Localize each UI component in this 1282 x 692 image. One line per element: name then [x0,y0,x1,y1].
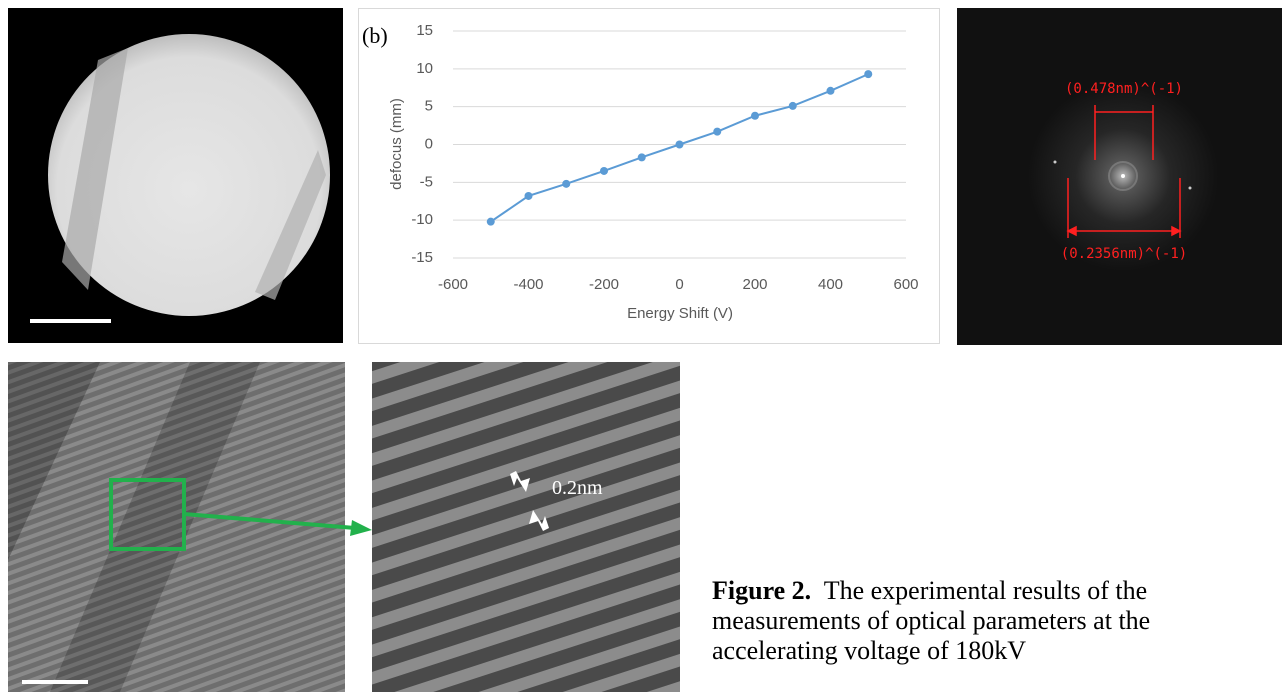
hrtem-image [8,362,345,692]
data-point [486,217,495,226]
x-axis-title: Energy Shift (V) [627,305,733,322]
stripe [255,150,326,300]
arrow-head [350,520,372,536]
x-tick-label: 600 [893,276,918,293]
fft-ring [1108,161,1138,191]
caption: Figure 2. The experimental results of th… [712,576,1272,666]
shade [50,362,260,692]
zoom-arrow [183,512,356,530]
y-tick-label: -10 [411,211,433,228]
shade [8,362,100,560]
data-point [826,86,835,95]
y-tick-label: -15 [411,249,433,266]
x-tick-label: -600 [438,276,468,293]
fft-center [1121,174,1125,178]
fft-label: (0.2356nm)^(-1) [1061,246,1187,262]
x-tick-label: 400 [818,276,843,293]
y-tick-label: 0 [425,135,433,152]
plot: -15 -10 -5 0 5 10 15 -600 -400 -200 0 200 400 600 [411,22,918,293]
chart-frame [358,8,940,344]
y-axis-title: defocus (mm) [388,98,405,190]
x-tick-label: -400 [513,276,543,293]
x-tick-label: -200 [589,276,619,293]
data-point [600,166,608,175]
lattice-label: 0.2nm [552,477,603,499]
y-tick-label: -5 [420,173,433,190]
y-tick-label: 15 [416,22,433,39]
data-point [751,111,759,120]
fft-label: (0.478nm)^(-1) [1065,81,1183,97]
lattice-arrows [510,471,549,531]
caption-label: Figure 2. [712,576,812,605]
data-point [788,101,797,110]
data-point [637,153,646,162]
y-tick-label: 5 [425,98,433,115]
data-point [864,70,873,79]
x-tick-label: 0 [675,276,683,293]
caption-text: The experimental results of the measurem… [712,576,1151,665]
data-point [562,179,571,188]
x-tick-label: 200 [742,276,767,293]
data-point [524,191,533,200]
panel-label: (b) [362,23,388,48]
data-point [675,140,684,149]
data-point [713,127,722,136]
fft-markers [1066,105,1182,238]
y-tick-label: 10 [416,60,433,77]
zoom-image [372,362,680,692]
fft-spot [1188,186,1192,190]
fft-spot [1053,160,1057,164]
stripe [62,48,128,290]
